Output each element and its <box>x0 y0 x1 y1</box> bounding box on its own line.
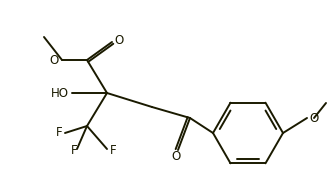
Text: F: F <box>71 144 77 157</box>
Text: O: O <box>50 53 59 66</box>
Text: F: F <box>110 144 117 157</box>
Text: O: O <box>114 33 123 46</box>
Text: HO: HO <box>51 87 69 100</box>
Text: O: O <box>309 112 318 125</box>
Text: F: F <box>55 127 62 139</box>
Text: O: O <box>171 151 180 164</box>
